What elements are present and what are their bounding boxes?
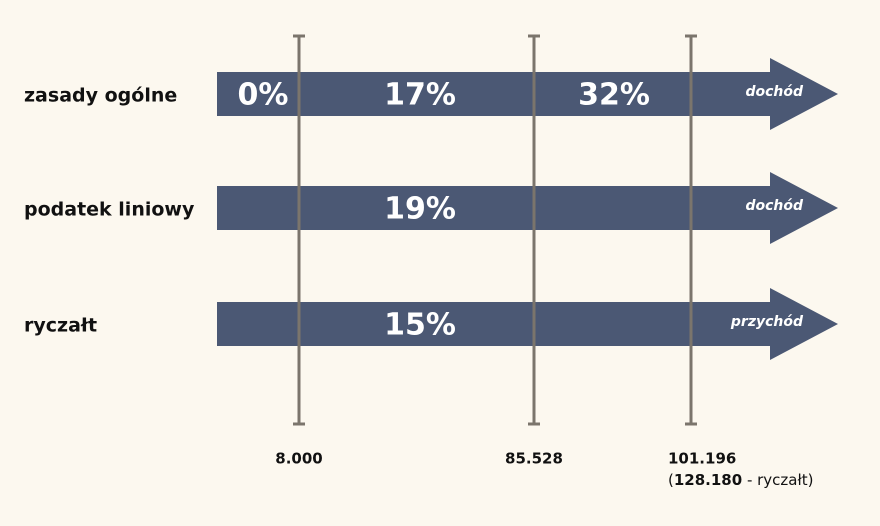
note-prefix: ( bbox=[668, 471, 674, 489]
threshold-label: 101.196 bbox=[668, 450, 736, 468]
tax-base: dochód bbox=[745, 198, 804, 214]
rate: 19% bbox=[384, 192, 456, 227]
threshold-note: (128.180 - ryczałt) bbox=[668, 471, 814, 489]
arrow bbox=[217, 288, 838, 360]
tax-base: przychód bbox=[730, 314, 804, 330]
rate: 17% bbox=[384, 78, 456, 113]
rate: 32% bbox=[578, 78, 650, 113]
rate: 15% bbox=[384, 308, 456, 343]
arrow bbox=[217, 58, 838, 130]
note-suffix: - ryczałt) bbox=[742, 471, 813, 489]
rate: 0% bbox=[238, 78, 289, 113]
row-label: ryczałt bbox=[24, 315, 97, 337]
threshold-label: 85.528 bbox=[505, 450, 563, 468]
arrow bbox=[217, 172, 838, 244]
note-value: 128.180 bbox=[674, 471, 742, 489]
threshold-label: 8.000 bbox=[275, 450, 322, 468]
tax-base: dochód bbox=[745, 84, 804, 100]
row-label: zasady ogólne bbox=[24, 85, 177, 107]
row-label: podatek liniowy bbox=[24, 199, 195, 221]
